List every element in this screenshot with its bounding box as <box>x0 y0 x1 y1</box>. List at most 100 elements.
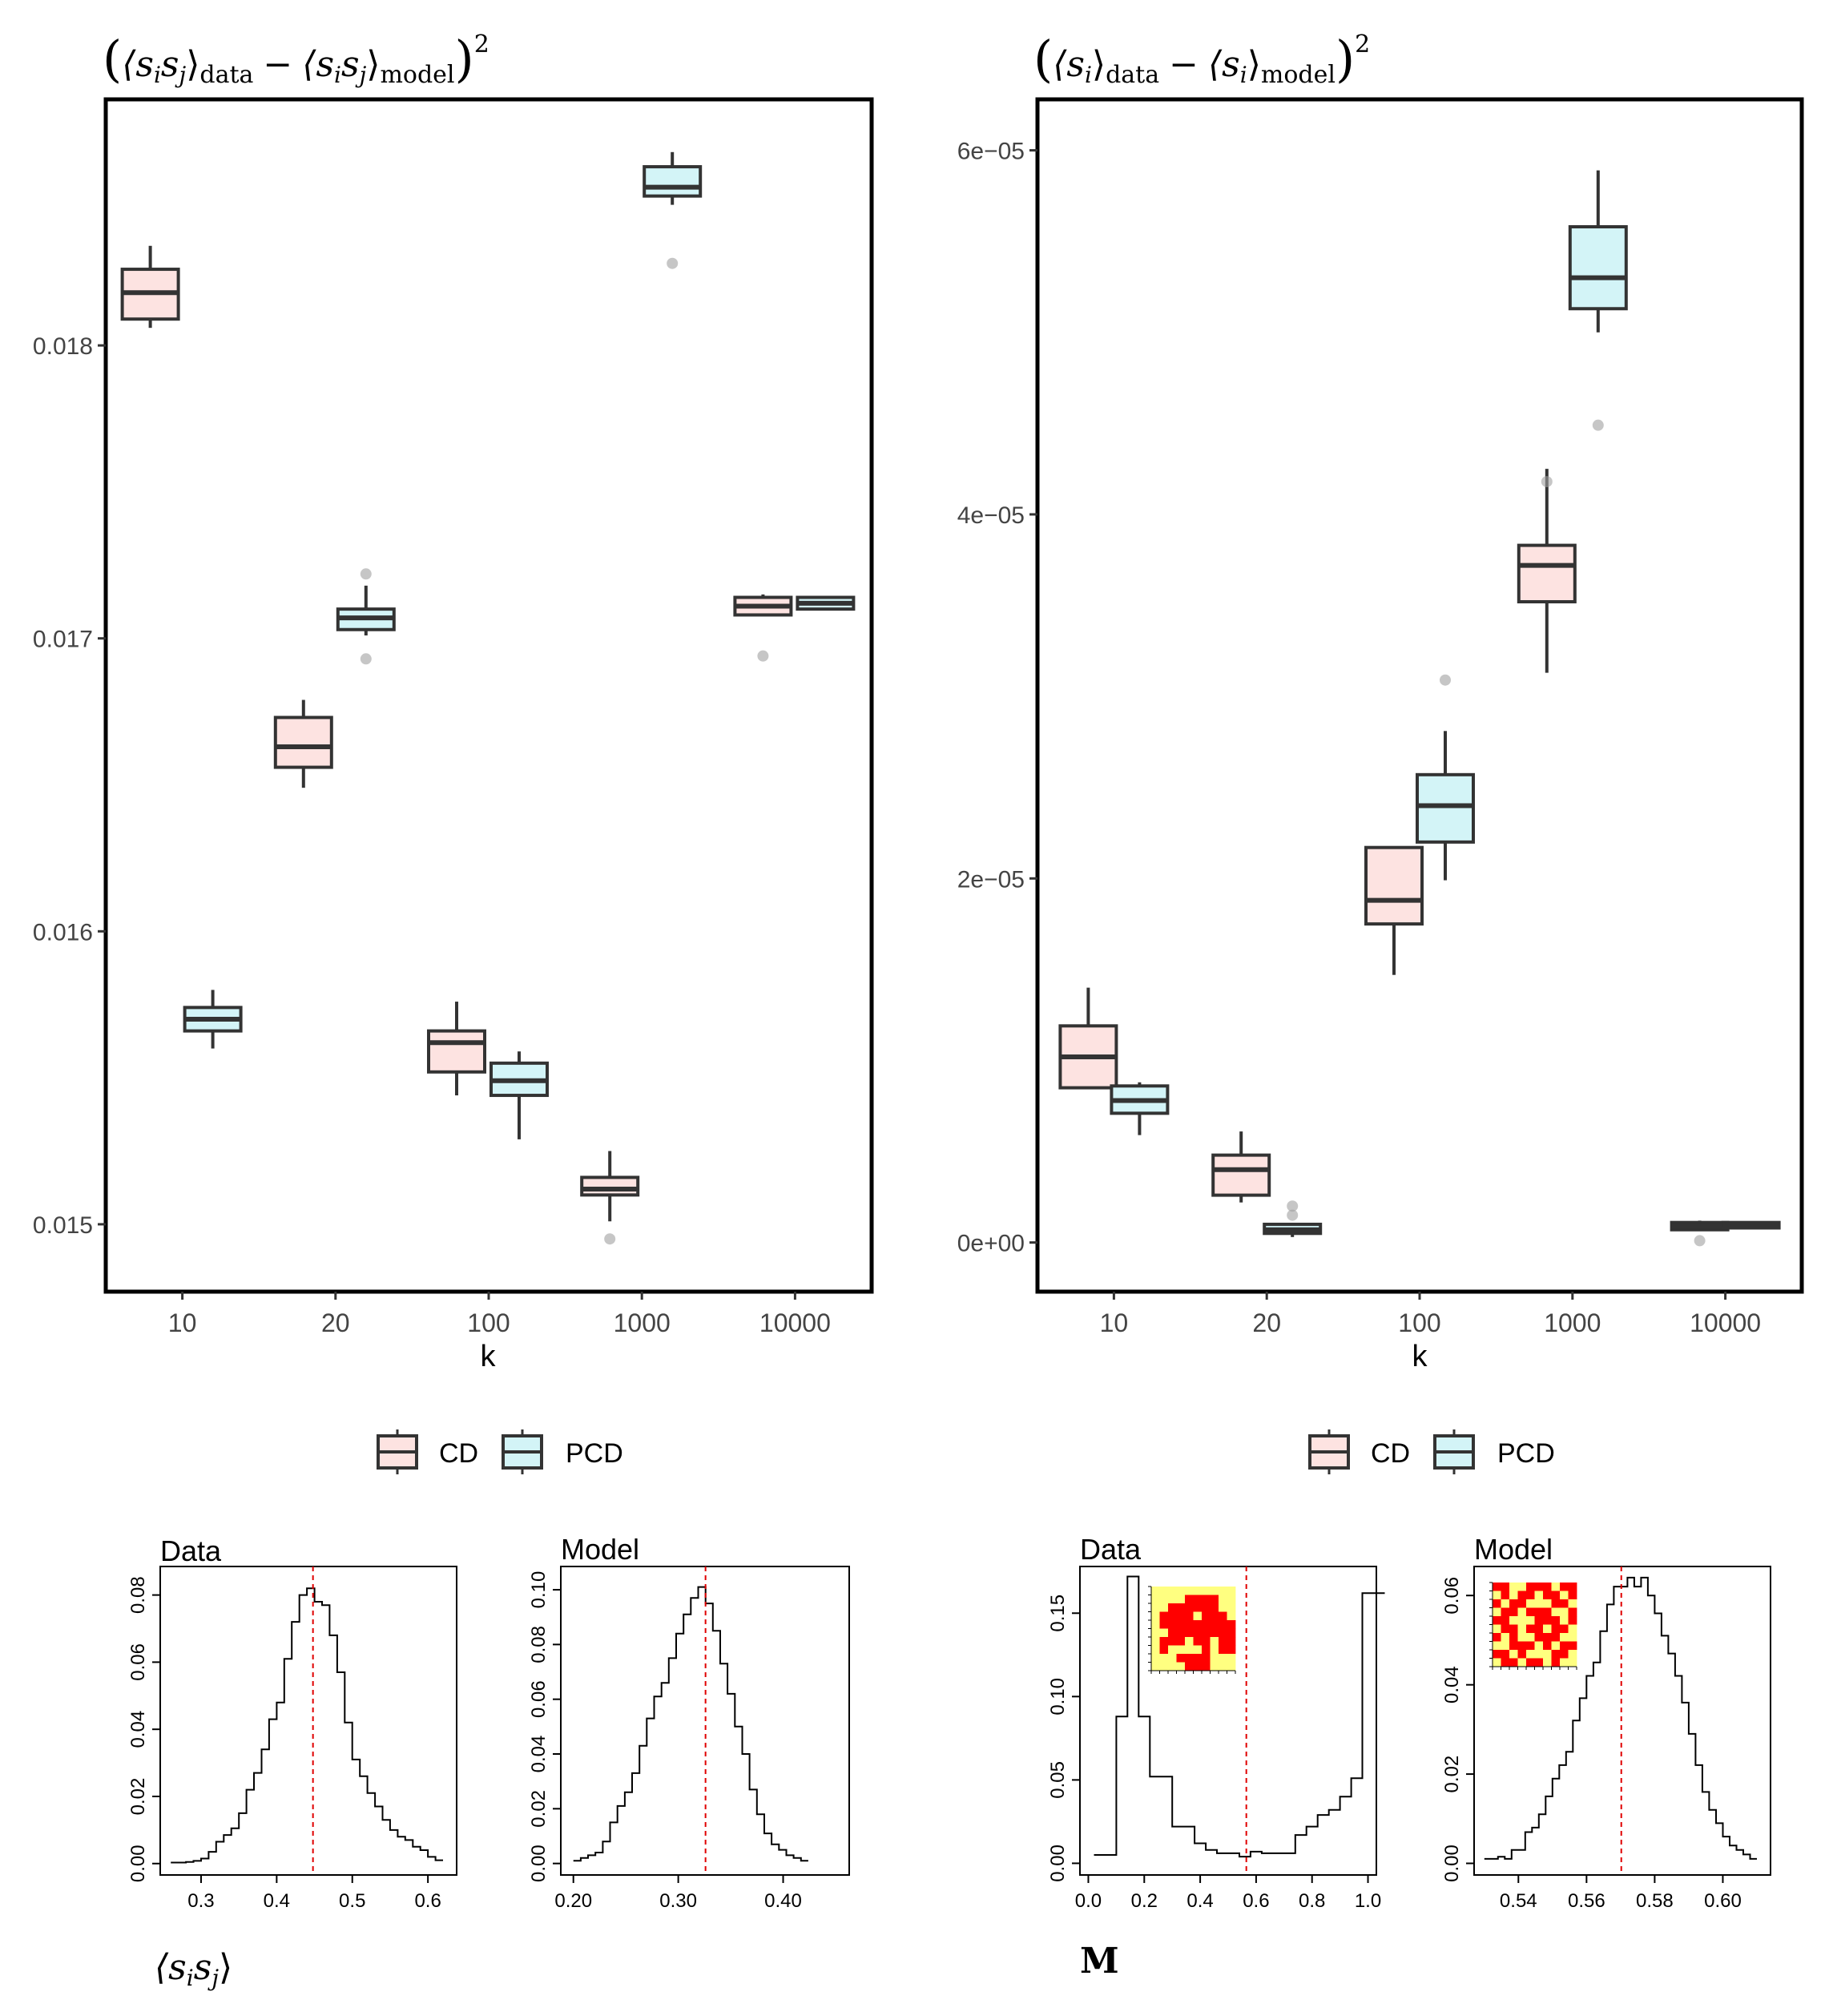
h4-inset-cell-7-9 <box>1568 1641 1577 1651</box>
h3-inset-cell-9-5 <box>1193 1662 1203 1671</box>
bp1-xtick-label-4: 10000 <box>759 1308 831 1337</box>
h1-histogram-line <box>171 1587 443 1864</box>
h3-inset-cell-9-0 <box>1151 1662 1160 1671</box>
h1-ytick-label-4: 0.08 <box>127 1576 149 1614</box>
h3-inset-cell-0-6 <box>1202 1587 1211 1595</box>
h4-inset-cell-6-4 <box>1526 1633 1535 1642</box>
h3-inset-cell-9-1 <box>1159 1662 1169 1671</box>
h4-inset-cell-4-1 <box>1501 1616 1510 1625</box>
h4-inset-cell-1-6 <box>1543 1591 1552 1600</box>
h4-inset-cell-3-4 <box>1526 1607 1535 1617</box>
h3-ytick-label-0: 0.00 <box>1047 1845 1069 1882</box>
h4-inset-cell-7-6 <box>1543 1641 1552 1651</box>
h3-inset-cell-3-2 <box>1168 1611 1177 1621</box>
h4-inset-cell-8-3 <box>1517 1650 1527 1659</box>
h3-inset-cell-2-7 <box>1210 1603 1219 1612</box>
h3-inset-cell-6-2 <box>1168 1637 1177 1646</box>
h3-inset-cell-9-8 <box>1219 1662 1227 1671</box>
h4-inset-cell-0-0 <box>1493 1583 1501 1591</box>
h3-inset-cell-0-7 <box>1210 1587 1219 1595</box>
h4-inset-cell-4-8 <box>1560 1616 1569 1625</box>
bp1-xtick-label-1: 20 <box>321 1308 350 1337</box>
h3-inset-cell-2-3 <box>1176 1603 1186 1612</box>
h4-inset-cell-1-0 <box>1493 1591 1501 1600</box>
h4-histogram-line <box>1484 1576 1757 1860</box>
h4-inset-cell-4-4 <box>1526 1616 1535 1625</box>
histogram-1: 0.3 0.4 0.5 0.6 0.00 0.02 0.04 0.06 0.08 <box>127 1566 457 1912</box>
h3-inset-cell-9-6 <box>1202 1662 1211 1671</box>
h4-inset-cell-8-2 <box>1509 1650 1518 1659</box>
h3-inset-cell-3-6 <box>1202 1611 1211 1621</box>
h4-inset-cell-8-6 <box>1543 1650 1552 1659</box>
h4-inset-cell-9-0 <box>1493 1658 1501 1667</box>
histogram-1-title: Data <box>160 1534 222 1567</box>
h3-inset-cell-4-3 <box>1176 1620 1186 1629</box>
h3-histogram-line <box>1094 1575 1385 1858</box>
h1-plot-frame <box>159 1566 457 1876</box>
h4-inset-cell-9-6 <box>1543 1658 1552 1667</box>
bp1-xtick-label-2: 100 <box>467 1308 510 1337</box>
h2-ytick-label-1: 0.02 <box>528 1790 550 1828</box>
h3-inset-cell-8-9 <box>1227 1654 1236 1663</box>
h3-inset-cell-7-9 <box>1227 1645 1236 1655</box>
h3-inset-cell-5-1 <box>1159 1628 1169 1638</box>
bp1-cd-k1000-box <box>580 1175 640 1197</box>
h2-ytick-label-2: 0.04 <box>528 1736 550 1773</box>
h3-inset-cell-7-7 <box>1210 1645 1219 1655</box>
bp2-xtick-label-4: 10000 <box>1690 1308 1761 1337</box>
histogram-3: 0.0 0.2 0.4 0.6 0.8 1.0 0.00 0.05 0.10 0.15 <box>1047 1566 1385 1912</box>
h3-inset-cell-6-7 <box>1210 1637 1219 1646</box>
h3-inset-cell-1-3 <box>1176 1595 1186 1604</box>
h4-inset-cell-5-8 <box>1560 1624 1569 1634</box>
h3-inset-cell-8-0 <box>1151 1654 1160 1663</box>
h3-plot-frame <box>1079 1566 1377 1876</box>
histogram-2: 0.20 0.30 0.40 0.00 0.02 0.04 0.06 0.08 0.10 <box>528 1566 850 1912</box>
h3-inset-cell-5-3 <box>1176 1628 1186 1638</box>
h3-inset-cell-1-0 <box>1151 1595 1160 1604</box>
h4-inset-cell-6-3 <box>1517 1633 1527 1642</box>
h3-xtick-label-2: 0.4 <box>1186 1890 1213 1912</box>
histogram-2-title: Model <box>561 1533 639 1566</box>
h3-inset-cell-5-5 <box>1193 1628 1203 1638</box>
histogram-3-title: Data <box>1080 1533 1142 1566</box>
h4-inset-cell-9-4 <box>1526 1658 1535 1667</box>
histogram-4: 0.54 0.56 0.58 0.60 0.00 0.02 0.04 0.06 <box>1441 1566 1771 1912</box>
h3-inset-cell-2-4 <box>1185 1603 1194 1612</box>
h3-inset-cell-2-0 <box>1151 1603 1160 1612</box>
h3-inset-cell-6-1 <box>1159 1637 1169 1646</box>
boxplot-2-xlabel: k <box>1412 1340 1428 1373</box>
h4-ytick-label-3: 0.06 <box>1441 1577 1463 1615</box>
h3-inset-cell-3-3 <box>1176 1611 1186 1621</box>
h1-ytick-label-1: 0.02 <box>127 1778 149 1816</box>
h4-inset-cell-3-5 <box>1534 1607 1544 1617</box>
h4-inset-cell-1-3 <box>1517 1591 1527 1600</box>
h3-inset-cell-6-3 <box>1176 1637 1186 1646</box>
bp1-ytick-label-1: 0.016 <box>33 919 93 946</box>
h2-ytick-label-4: 0.08 <box>528 1626 550 1663</box>
h4-inset-cell-2-7 <box>1551 1599 1561 1608</box>
h4-plot-frame <box>1473 1566 1771 1876</box>
h3-inset-cell-5-8 <box>1219 1628 1227 1638</box>
h3-inset-cell-0-8 <box>1219 1587 1227 1595</box>
h3-inset-cell-4-7 <box>1210 1620 1219 1629</box>
h4-inset-cell-7-3 <box>1517 1641 1527 1651</box>
h1-xtick-label-1: 0.4 <box>264 1890 290 1912</box>
h4-inset-cell-5-2 <box>1509 1624 1518 1634</box>
h3-inset-cell-8-1 <box>1159 1654 1169 1663</box>
h4-inset-cell-2-5 <box>1534 1599 1544 1608</box>
h4-inset-cell-6-1 <box>1501 1633 1510 1642</box>
bp1-xtick-label-0: 10 <box>168 1308 197 1337</box>
h3-inset-cell-0-9 <box>1227 1587 1236 1595</box>
bp2-ytick-label-0: 0e+00 <box>957 1231 1025 1257</box>
h4-inset-cell-1-4 <box>1526 1591 1535 1600</box>
h4-inset-cell-1-7 <box>1551 1591 1561 1600</box>
bp1-cd-k100-box <box>427 1029 486 1074</box>
h3-inset-cell-4-4 <box>1185 1620 1194 1629</box>
h2-xtick-label-0: 0.20 <box>554 1890 592 1912</box>
bp1-pcd-k1000-box <box>643 165 703 198</box>
h2-histogram-line <box>573 1586 808 1862</box>
h3-inset-cell-8-8 <box>1219 1654 1227 1663</box>
h4-inset-cell-2-9 <box>1568 1599 1577 1608</box>
h4-inset-cell-0-1 <box>1501 1583 1510 1591</box>
